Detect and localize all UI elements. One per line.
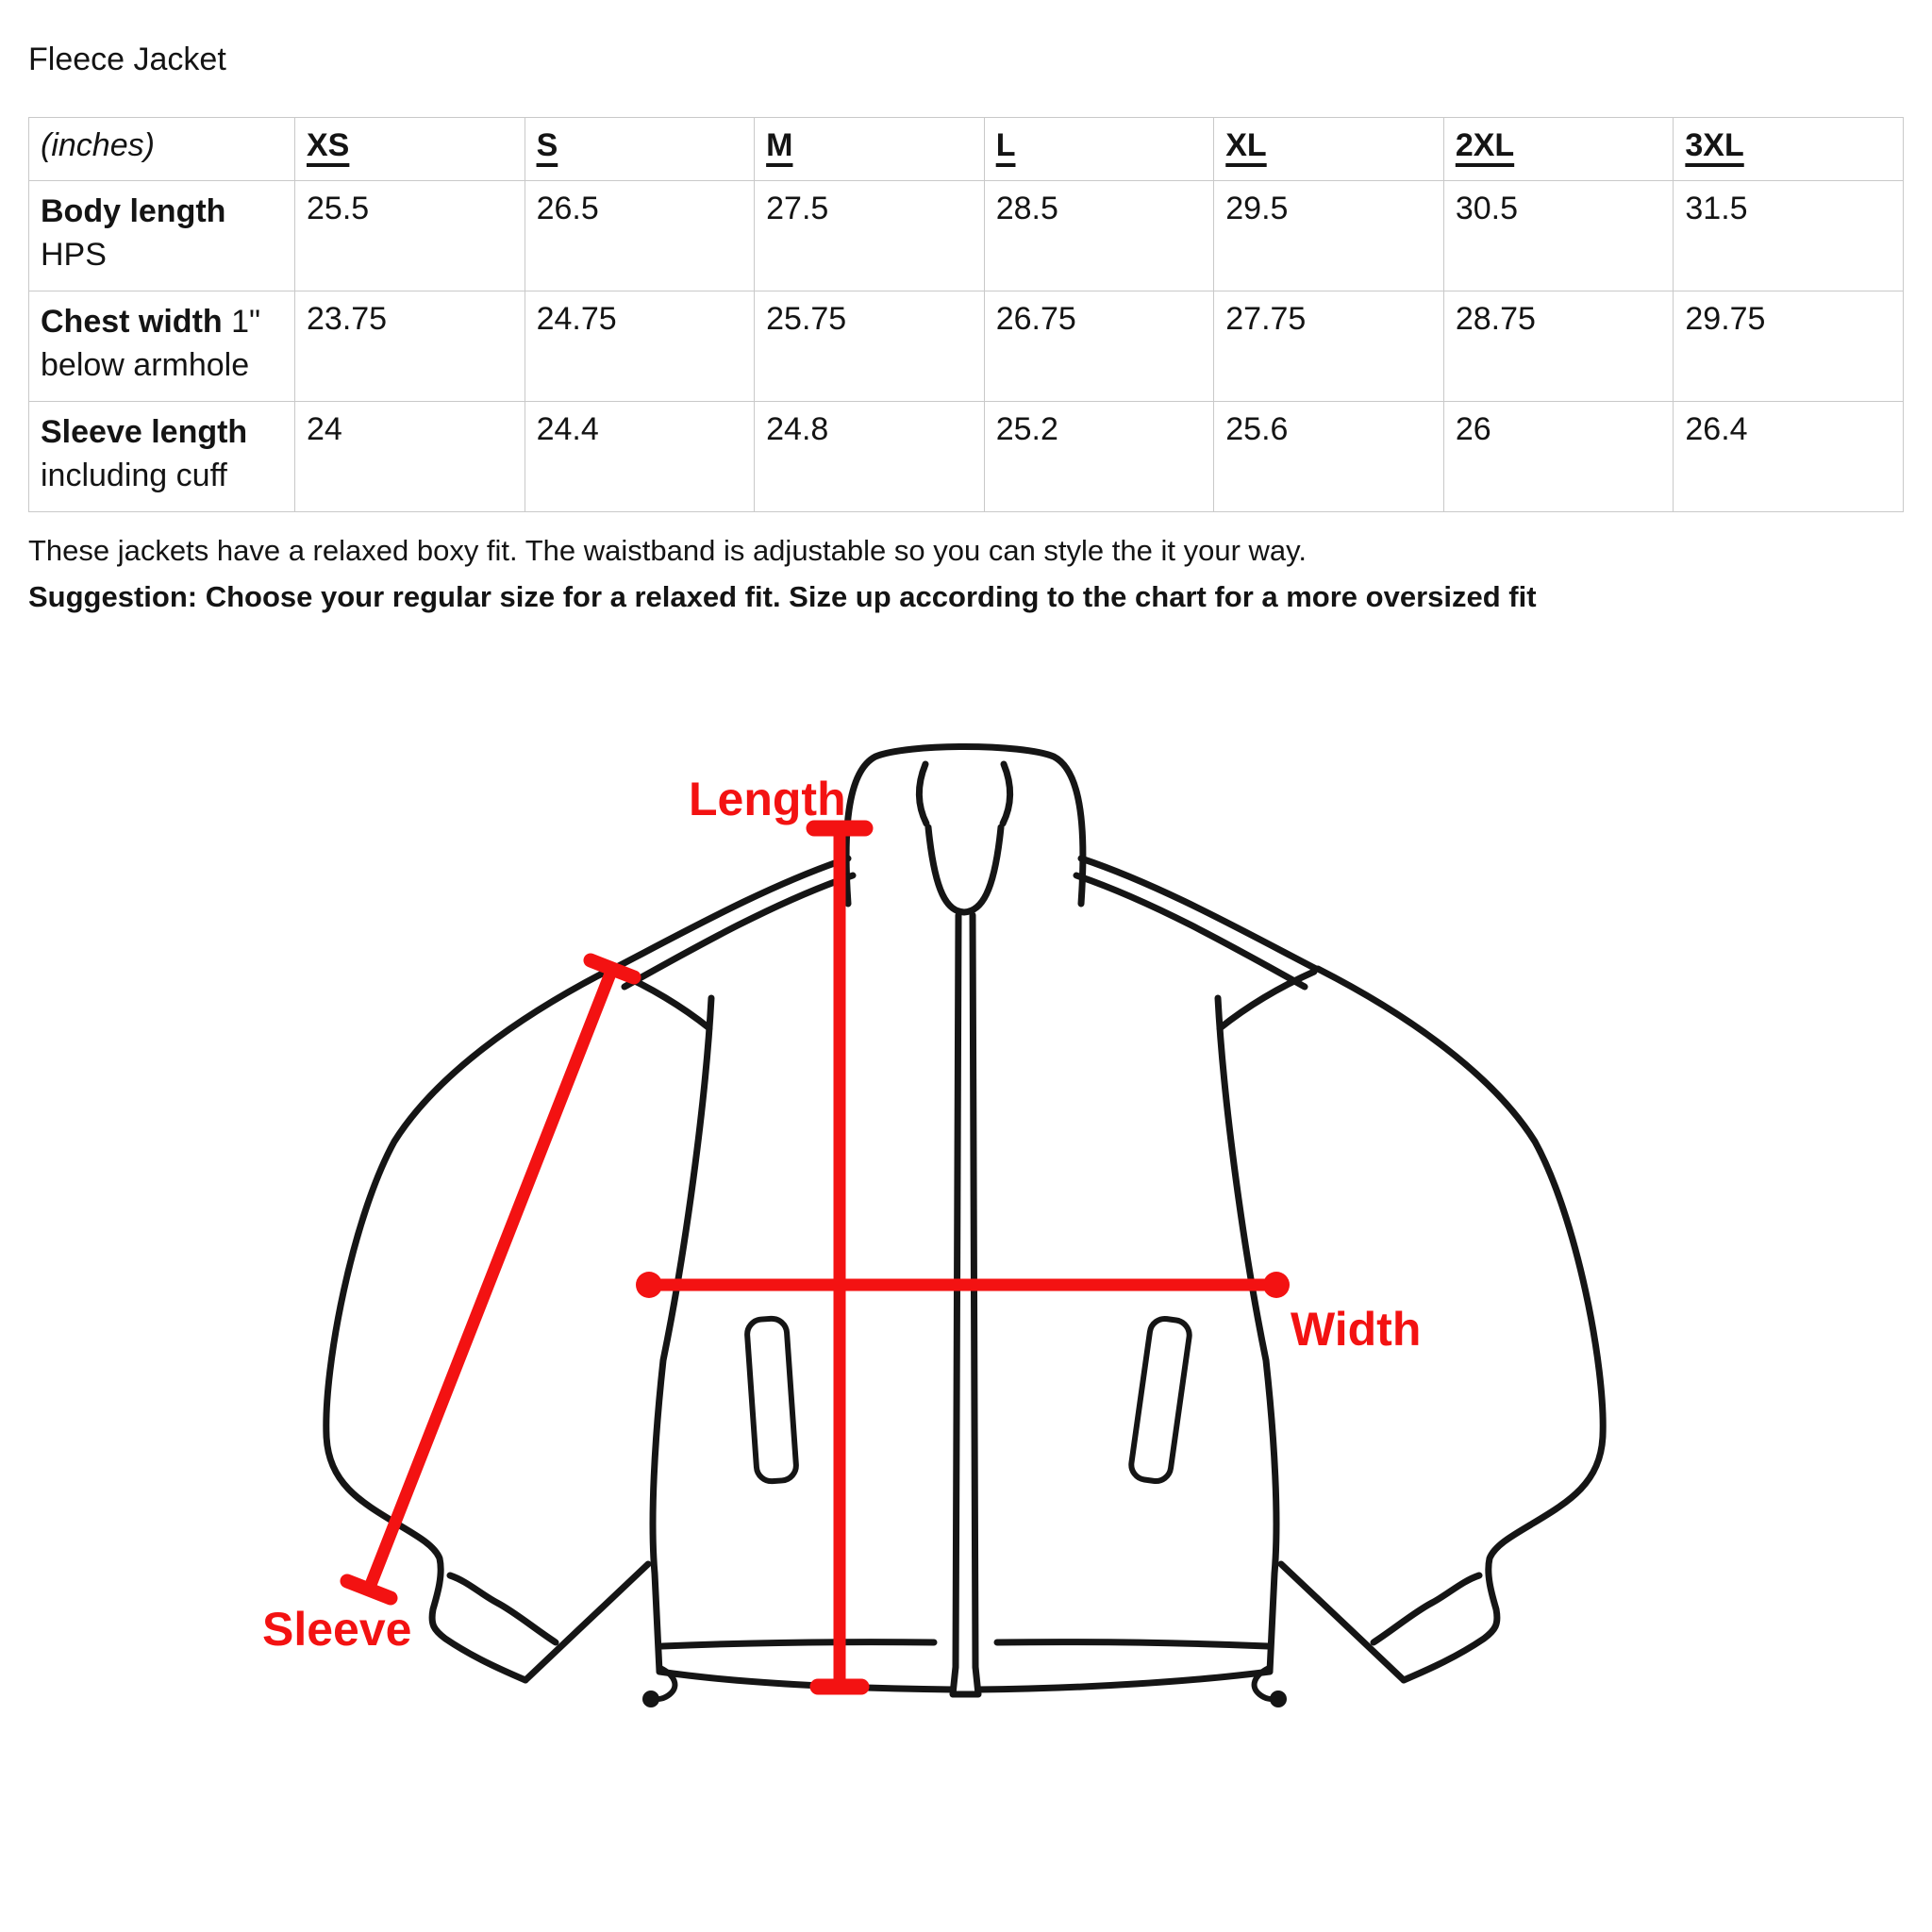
sleeve-outer-right <box>1314 965 1607 1684</box>
body-edge-left <box>649 994 715 1675</box>
width-measure-cap-right <box>1263 1272 1290 1298</box>
cell-value: 29.5 <box>1213 180 1444 291</box>
cell-value: 26.4 <box>1673 401 1904 512</box>
sleeve-measure-cap-top <box>583 953 641 985</box>
unit-label: (inches) <box>41 127 155 163</box>
col-header-2xl: 2XL <box>1455 127 1515 163</box>
col-header-s: S <box>536 127 558 163</box>
hem-bottom-left <box>656 1668 957 1693</box>
col-header-l: L <box>995 127 1016 163</box>
cell-value: 26.75 <box>983 291 1215 402</box>
cell-value: 23.75 <box>294 291 525 402</box>
cell-value: 27.75 <box>1213 291 1444 402</box>
neck-seam <box>924 824 1005 916</box>
collar-inner-left <box>915 760 930 827</box>
fit-notes: These jackets have a relaxed boxy fit. T… <box>28 536 1537 611</box>
sleeve-measure-label: Sleeve <box>262 1603 412 1656</box>
width-measure-cap-left <box>636 1272 662 1298</box>
cell-value: 24.4 <box>524 401 756 512</box>
table-row-sleeve-length: Sleeve length including cuff 24 24.4 24.8… <box>28 401 1904 512</box>
cell-value: 29.75 <box>1673 291 1904 402</box>
armhole-seam-right <box>1216 968 1318 1032</box>
hem-top-right <box>993 1639 1272 1650</box>
table-row-chest-width: Chest width 1" below armhole 23.75 24.75 … <box>28 291 1904 402</box>
size-chart-table: (inches) XS S M L XL 2XL 3XL Body length… <box>28 117 1904 512</box>
sleeve-measure-line <box>362 962 619 1596</box>
table-row-body-length: Body length HPS 25.5 26.5 27.5 28.5 29.5 … <box>28 180 1904 291</box>
hem-bottom-right <box>974 1668 1274 1693</box>
zipper-bottom-box <box>949 1663 982 1698</box>
shoulder-seam-right-1 <box>1077 855 1320 973</box>
shoulder-seam-left-1 <box>609 855 852 973</box>
col-header-xs: XS <box>307 127 350 163</box>
cell-value: 26.5 <box>524 180 756 291</box>
cell-value: 31.5 <box>1673 180 1904 291</box>
sleeve-inner-right <box>1277 1560 1407 1684</box>
table-header-row: (inches) XS S M L XL 2XL 3XL <box>28 117 1904 181</box>
body-edge-right <box>1214 994 1280 1675</box>
sleeve-outer-left <box>323 965 615 1684</box>
size-suggestion-text: Suggestion: Choose your regular size for… <box>28 580 1537 613</box>
pocket-right <box>1128 1315 1192 1485</box>
sleeve-inner-left <box>522 1560 652 1684</box>
row-label-sleeve-length: Sleeve length including cuff <box>28 401 295 512</box>
sleeve-measure-cap-bottom <box>340 1574 398 1606</box>
cell-value: 26 <box>1442 401 1674 512</box>
pocket-left <box>744 1315 799 1485</box>
collar-outline <box>842 743 1087 908</box>
cell-value: 25.6 <box>1213 401 1444 512</box>
col-header-3xl: 3XL <box>1685 127 1744 163</box>
cell-value: 25.2 <box>983 401 1215 512</box>
cell-value: 24.8 <box>754 401 985 512</box>
fit-note-text: These jackets have a relaxed boxy fit. T… <box>28 534 1307 567</box>
cell-value: 28.5 <box>983 180 1215 291</box>
width-measure-label: Width <box>1291 1303 1422 1356</box>
shoulder-seam-right-2 <box>1073 872 1308 991</box>
row-label-body-length: Body length HPS <box>28 180 295 291</box>
page-title: Fleece Jacket <box>28 42 226 77</box>
cell-value: 28.75 <box>1442 291 1674 402</box>
col-header-m: M <box>766 127 793 163</box>
row-label-chest-width: Chest width 1" below armhole <box>28 291 295 402</box>
drawcord-toggle-right <box>1270 1690 1287 1707</box>
cuff-seam-right <box>1370 1572 1483 1646</box>
cell-value: 24 <box>294 401 525 512</box>
cuff-seam-left <box>446 1572 559 1646</box>
col-header-xl: XL <box>1225 127 1267 163</box>
hem-top-left <box>658 1639 938 1650</box>
length-measure-label: Length <box>689 773 846 825</box>
shoulder-seam-left-2 <box>621 872 857 991</box>
collar-inner-right <box>999 760 1014 827</box>
drawcord-toggle-left <box>642 1690 659 1707</box>
cell-value: 25.75 <box>754 291 985 402</box>
cell-value: 27.5 <box>754 180 985 291</box>
cell-value: 30.5 <box>1442 180 1674 291</box>
